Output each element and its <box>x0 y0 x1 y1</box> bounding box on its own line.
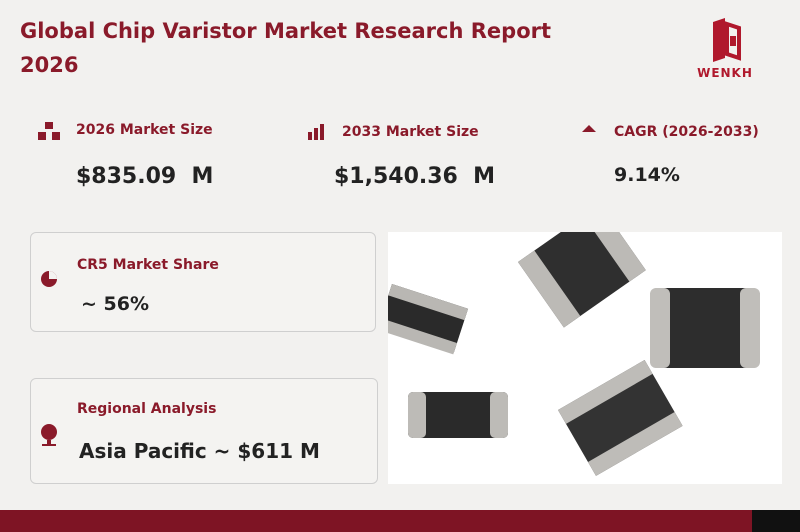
stat-label: 2033 Market Size <box>342 124 479 140</box>
icon <box>41 271 57 287</box>
icon <box>582 125 596 132</box>
card-label: CR5 Market Share <box>77 257 219 273</box>
stat-value: $1,540.36 M <box>334 164 496 189</box>
footer-bar <box>752 510 800 532</box>
card-value: Asia Pacific ~ $611 M <box>79 439 320 463</box>
stat-label: 2026 Market Size <box>76 122 213 138</box>
logo: WENKH <box>680 18 770 80</box>
card: CR5 Market Share ~ 56% <box>30 232 376 332</box>
logo-text: WENKH <box>697 66 753 80</box>
title: Global Chip Varistor Market Research Rep… <box>20 19 552 77</box>
stat-value: 9.14% <box>614 164 680 186</box>
card-label: Regional Analysis <box>77 401 217 417</box>
footer-bar <box>0 510 800 532</box>
stat-value: $835.09 M <box>76 164 214 189</box>
logo-mark <box>713 18 741 62</box>
icon <box>38 122 60 140</box>
product-photo <box>388 232 782 484</box>
icon <box>308 124 324 140</box>
icon <box>41 424 57 446</box>
card-value: ~ 56% <box>81 293 150 315</box>
card: Regional Analysis Asia Pacific ~ $611 M <box>30 378 378 484</box>
stat-label: CAGR (2026-2033) <box>614 124 759 140</box>
